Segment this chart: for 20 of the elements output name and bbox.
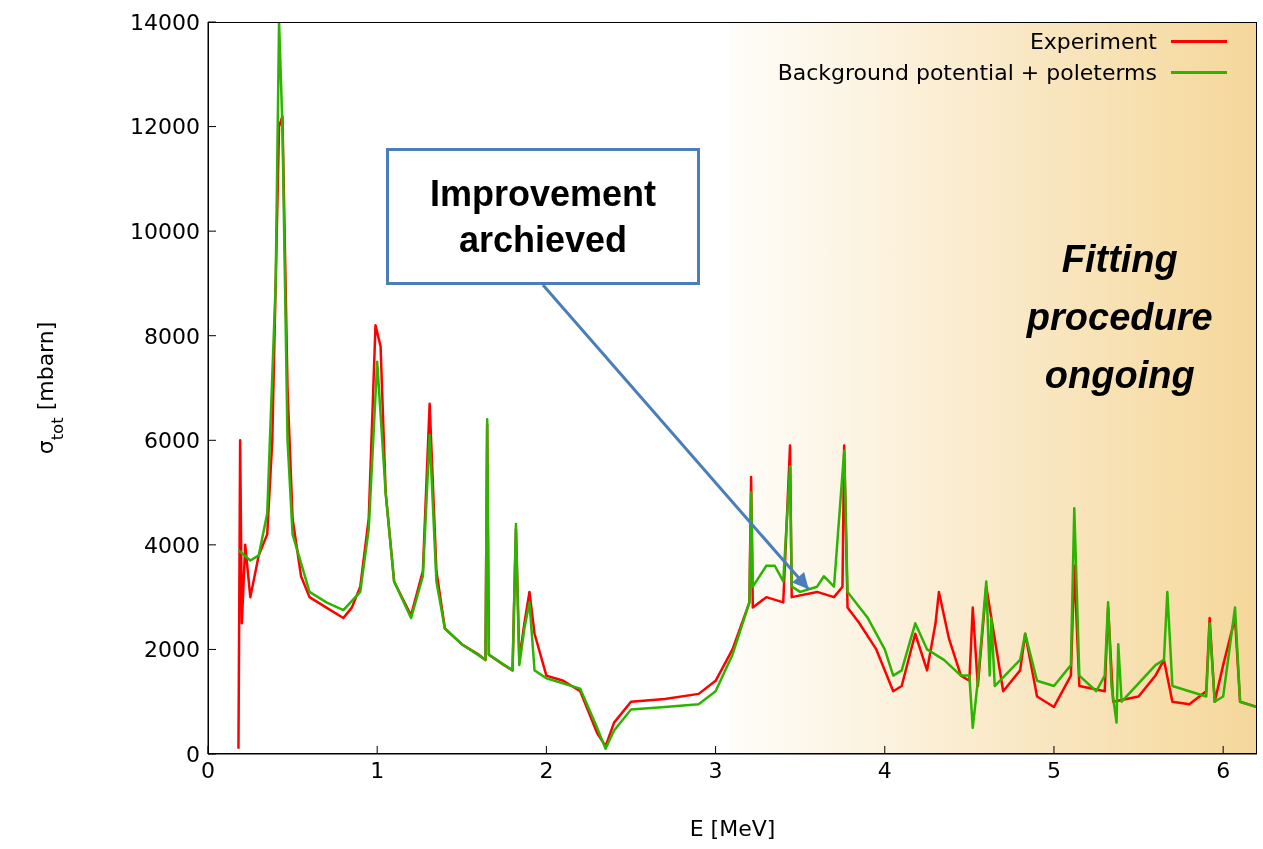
x-tick-label: 4	[877, 757, 892, 783]
y-tick-label: 12000	[130, 114, 200, 140]
text-box: Improvement archieved	[386, 148, 700, 285]
y-tick-label: 10000	[130, 218, 200, 244]
y-tick-label: 6000	[144, 428, 200, 454]
y-tick-label: 0	[186, 741, 200, 767]
x-axis-title: E [MeV]	[689, 816, 776, 841]
x-tick-label: 5	[1046, 757, 1061, 783]
band-label: Fitting procedure ongoing	[1025, 238, 1213, 396]
x-tick-label: 3	[708, 757, 723, 783]
legend-label: Background potential + poleterms	[777, 59, 1157, 87]
y-tick-label: 2000	[144, 637, 200, 663]
y-tick-label: 4000	[144, 532, 200, 558]
y-tick-label: 14000	[130, 9, 200, 35]
x-tick-label: 6	[1216, 757, 1231, 783]
x-tick-label: 2	[539, 757, 554, 783]
x-tick-label: 1	[370, 757, 385, 783]
y-tick-label: 8000	[144, 323, 200, 349]
legend-label: Experiment	[1029, 28, 1157, 56]
annotation: Improvement archieved	[428, 171, 658, 262]
